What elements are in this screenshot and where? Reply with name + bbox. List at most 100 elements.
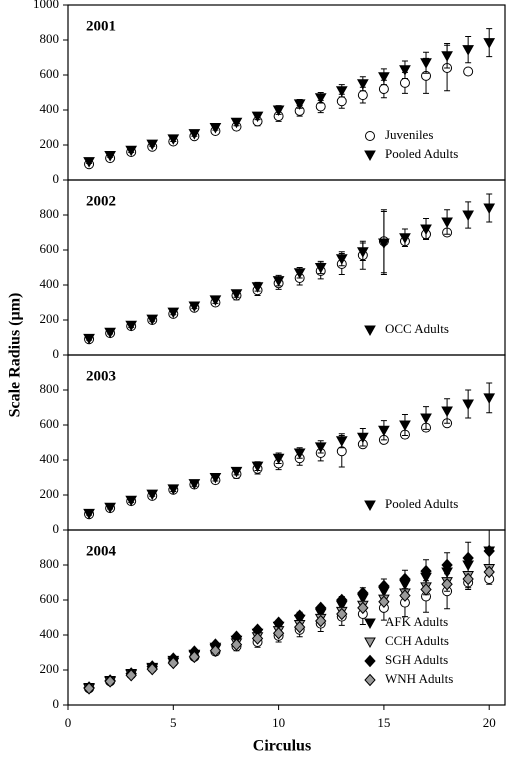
marker xyxy=(125,495,138,507)
marker xyxy=(378,84,389,94)
marker xyxy=(378,595,390,608)
marker xyxy=(364,637,376,649)
marker xyxy=(209,123,222,134)
marker xyxy=(251,282,264,293)
y-tick-label: 400 xyxy=(40,626,60,641)
marker xyxy=(83,508,95,520)
marker xyxy=(364,654,376,668)
plot-frame xyxy=(67,529,506,706)
x-tick-label: 10 xyxy=(272,715,285,730)
x-tick-label: 0 xyxy=(65,715,72,730)
marker xyxy=(104,675,116,688)
marker xyxy=(357,601,369,615)
marker xyxy=(83,682,95,695)
marker xyxy=(230,638,243,651)
marker xyxy=(293,609,306,622)
marker xyxy=(399,77,410,88)
marker xyxy=(167,656,179,670)
marker xyxy=(335,436,348,447)
marker xyxy=(462,210,474,222)
marker xyxy=(272,105,285,117)
legend-label: WNH Adults xyxy=(385,671,453,686)
y-axis-label: Scale Radius (µm) xyxy=(7,293,24,418)
y-tick-label: 0 xyxy=(53,696,60,711)
y-tick-label: 0 xyxy=(53,521,60,536)
marker xyxy=(293,620,306,634)
y-tick-label: 800 xyxy=(40,381,60,396)
marker xyxy=(420,58,432,69)
marker xyxy=(462,399,474,411)
marker xyxy=(399,420,411,432)
marker xyxy=(315,614,327,628)
y-tick-label: 600 xyxy=(40,591,60,606)
marker xyxy=(293,99,306,110)
marker xyxy=(462,551,474,565)
marker xyxy=(104,502,116,514)
marker xyxy=(357,586,369,600)
marker xyxy=(420,224,432,236)
y-tick-label: 400 xyxy=(40,276,60,291)
legend-label: Pooled Adults xyxy=(385,146,458,161)
legend-label: Juveniles xyxy=(385,127,433,142)
marker xyxy=(483,393,496,404)
marker xyxy=(83,333,95,345)
marker xyxy=(146,314,159,326)
marker xyxy=(167,484,180,495)
y-tick-label: 200 xyxy=(40,136,60,151)
marker xyxy=(357,90,368,101)
marker xyxy=(336,593,348,607)
marker xyxy=(420,564,432,578)
marker xyxy=(364,618,376,630)
legend-label: OCC Adults xyxy=(385,321,449,336)
marker xyxy=(146,489,159,501)
marker xyxy=(293,448,306,460)
legend-label: AFK Adults xyxy=(385,614,448,629)
marker xyxy=(209,473,222,484)
marker xyxy=(125,320,138,332)
marker xyxy=(364,150,376,162)
marker xyxy=(463,66,474,77)
marker xyxy=(83,157,95,168)
marker xyxy=(230,289,243,300)
y-tick-label: 600 xyxy=(40,66,60,81)
marker xyxy=(188,479,201,490)
y-tick-label: 0 xyxy=(53,171,60,186)
marker xyxy=(441,578,453,591)
marker xyxy=(483,203,496,215)
marker xyxy=(356,247,369,258)
marker xyxy=(378,238,390,250)
marker xyxy=(399,589,411,602)
marker xyxy=(399,572,411,586)
marker xyxy=(314,263,327,274)
marker xyxy=(104,327,116,339)
marker xyxy=(378,72,390,83)
x-tick-label: 5 xyxy=(170,715,177,730)
y-tick-label: 400 xyxy=(40,101,60,116)
marker xyxy=(356,79,369,90)
marker xyxy=(420,583,432,596)
marker xyxy=(314,442,327,453)
marker xyxy=(441,558,453,572)
marker xyxy=(315,601,327,615)
y-tick-label: 200 xyxy=(40,486,60,501)
marker xyxy=(104,151,116,162)
y-tick-label: 600 xyxy=(40,416,60,431)
marker xyxy=(146,662,158,676)
marker xyxy=(167,134,180,145)
y-tick-label: 600 xyxy=(40,241,60,256)
marker xyxy=(146,139,159,151)
marker xyxy=(272,627,285,640)
marker xyxy=(399,65,411,76)
marker xyxy=(420,413,432,425)
marker xyxy=(251,461,264,473)
marker xyxy=(441,217,453,229)
marker xyxy=(378,579,390,593)
panel-title: 2003 xyxy=(86,368,116,384)
marker xyxy=(441,51,453,62)
marker xyxy=(365,131,375,141)
marker xyxy=(209,295,222,306)
marker xyxy=(483,565,495,579)
marker xyxy=(441,406,453,418)
marker xyxy=(272,453,285,465)
